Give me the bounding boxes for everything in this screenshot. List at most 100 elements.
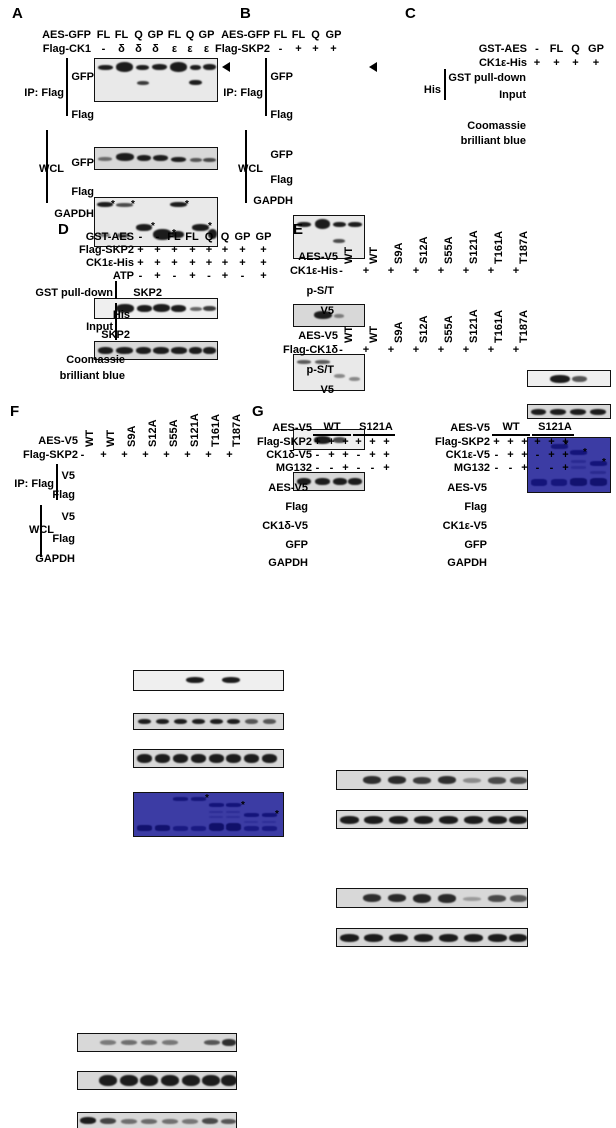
panel-e-bottom-cond1-lane3: + <box>412 344 420 356</box>
panel-g-right-cond2-lane5: + <box>562 449 569 461</box>
panel-c-bracket-his <box>444 69 446 100</box>
panel-f-blot-v5-ip <box>77 1033 237 1052</box>
panel-g-right-cond2-lane2: + <box>521 449 528 461</box>
panel-d-cond2-lane1: + <box>154 257 161 269</box>
panel-f-cond1-lane1: + <box>100 449 107 461</box>
panel-g-left-row-label-ck1d-v5: CK1δ-V5 <box>262 520 308 532</box>
panel-f-cond1-lane5: + <box>184 449 191 461</box>
panel-f-cond1-lane7: + <box>226 449 233 461</box>
panel-e-top-cond0-lane5: S121A <box>468 230 480 264</box>
panel-a-cond0-lane5: Q <box>185 29 195 41</box>
panel-a-cond1-lane5: ε <box>187 43 193 55</box>
panel-f-group-ip-flag: IP: Flag <box>14 478 54 490</box>
panel-e-bottom-condition-label-0: AES-V5 <box>298 330 338 342</box>
panel-b-condition-label-0: AES-GFP <box>221 29 270 41</box>
panel-e-bottom-cond1-lane7: + <box>512 344 520 356</box>
panel-e-top-cond0-lane1: WT <box>368 246 380 264</box>
panel-f-row-label-v5-ip: V5 <box>61 470 75 482</box>
panel-g-right-cond3-lane4: - <box>549 462 554 474</box>
panel-d-blot-skp2-pulldown <box>133 670 284 691</box>
panel-g-left-cond2-lane3: - <box>356 449 361 461</box>
panel-d-cond0-lane2: FL <box>167 231 181 243</box>
panel-g-left-cond3-lane5: + <box>383 462 390 474</box>
panel-f-cond0-lane6: T161A <box>210 413 222 447</box>
panel-e-top-cond0-lane7: T187A <box>518 230 530 264</box>
panel-f-bracket-ip <box>56 464 58 500</box>
panel-e-top-cond1-lane7: + <box>512 265 520 277</box>
panel-e-top-cond1-lane2: + <box>387 265 395 277</box>
panel-a-condition-label-1: Flag-CK1 <box>42 43 91 55</box>
panel-g-left-cond1-lane1: + <box>328 436 335 448</box>
panel-e-top-cond1-lane4: + <box>437 265 445 277</box>
panel-a-blot-gapdh <box>94 341 218 360</box>
panel-g-right-cond2-lane1: + <box>507 449 514 461</box>
panel-g-right-group-underline-1 <box>532 434 574 436</box>
panel-g-right-condition-label-0: AES-V5 <box>450 422 490 434</box>
panel-g-left-cond1-lane0: + <box>314 436 321 448</box>
panel-e-bottom-cond0-lane6: T161A <box>493 309 505 343</box>
panel-g-left-cond2-lane0: - <box>315 449 320 461</box>
panel-g-left-cond1-lane5: + <box>383 436 390 448</box>
panel-d-gel-label-line2: brilliant blue <box>59 370 125 382</box>
panel-d-cond1-lane1: + <box>154 244 161 256</box>
panel-b-blot-gapdh <box>293 472 365 491</box>
panel-f-cond0-lane2: S9A <box>126 425 138 447</box>
panel-e-bottom-cond0-lane3: S12A <box>418 315 430 343</box>
panel-b-group-ip-flag: IP: Flag <box>223 87 263 99</box>
panel-b-cond0-lane0: FL <box>273 29 288 41</box>
panel-d-cond0-lane3: FL <box>185 231 199 243</box>
panel-g-right-condition-label-1: Flag-SKP2 <box>434 436 490 448</box>
panel-e-top-cond0-lane4: S55A <box>443 236 455 264</box>
panel-f-cond1-lane0: - <box>80 449 85 461</box>
panel-g-left-row-label-aes-v5: AES-V5 <box>268 482 308 494</box>
panel-d-condition-label-3: ATP <box>112 270 134 282</box>
panel-b-blot-flag-ip <box>293 304 365 327</box>
panel-c-cond0-lane3: GP <box>588 43 604 55</box>
panel-d-bracket-input <box>115 303 117 340</box>
panel-b-cond1-lane0: - <box>278 43 283 55</box>
panel-c-row-label-input: Input <box>499 89 526 101</box>
figure-canvas: A AES-GFP Flag-CK1 FL FL Q GP FL Q GP - … <box>10 6 611 1128</box>
panel-d-cond3-lane1: + <box>154 270 161 282</box>
panel-e-bottom-cond1-lane6: + <box>487 344 495 356</box>
panel-g-right-cond2-lane3: - <box>535 449 540 461</box>
panel-g-left-cond3-lane3: - <box>356 462 361 474</box>
panel-letter-d: D <box>58 221 69 238</box>
panel-d-cond2-lane7: + <box>260 257 267 269</box>
panel-c-cond1-lane1: + <box>553 57 560 69</box>
panel-e-top-cond0-lane3: S12A <box>418 236 430 264</box>
panel-a-cond1-lane2: δ <box>135 43 142 55</box>
panel-e-top-cond0-lane6: T161A <box>493 230 505 264</box>
panel-e-top-cond0-lane2: S9A <box>393 242 405 264</box>
panel-c-condition-label-1: CK1ε-His <box>478 57 527 69</box>
panel-c-asterisk: * <box>602 457 606 468</box>
panel-a-cond0-lane2: Q <box>134 29 143 41</box>
panel-d-cond0-lane4: Q <box>204 231 214 243</box>
panel-g-right-row-label-ck1e-v5: CK1ε-V5 <box>442 520 487 532</box>
panel-c-blot-input <box>527 404 611 419</box>
panel-d-cond2-lane3: + <box>189 257 196 269</box>
panel-e-bottom-cond0-lane0: WT <box>343 325 355 343</box>
panel-d-asterisk: * <box>205 793 209 804</box>
panel-g-left-cond3-lane1: - <box>329 462 334 474</box>
panel-e-top-blot-pst <box>336 770 528 790</box>
panel-e-top-row-label-pst: p-S/T <box>306 285 335 297</box>
panel-e-bottom-cond1-lane0: - <box>339 344 343 356</box>
panel-d-cond1-lane4: + <box>205 244 213 256</box>
panel-a-cond0-lane0: FL <box>96 29 111 41</box>
panel-e-bottom-cond1-lane5: + <box>462 344 470 356</box>
panel-f-cond0-lane1: WT <box>105 429 117 447</box>
panel-e-bottom-cond0-lane7: T187A <box>518 309 530 343</box>
panel-d-cond0-lane7: GP <box>255 231 272 243</box>
panel-d-row-label-input: Input <box>86 321 113 333</box>
panel-d-cond2-lane6: + <box>239 257 246 269</box>
panel-f-blot-flag-ip <box>77 1071 237 1090</box>
panel-d-gel-label-line1: Coomassie <box>66 354 125 366</box>
panel-a-cond1-lane1: δ <box>118 43 125 55</box>
panel-f-cond1-lane6: + <box>205 449 212 461</box>
panel-c-cond0-lane2: Q <box>571 43 580 55</box>
panel-g-left-cond3-lane2: + <box>342 462 349 474</box>
panel-e-bottom-row-label-v5: V5 <box>320 384 334 396</box>
panel-d-cond2-lane5: + <box>221 257 229 269</box>
panel-e-top-cond1-lane1: + <box>362 265 370 277</box>
